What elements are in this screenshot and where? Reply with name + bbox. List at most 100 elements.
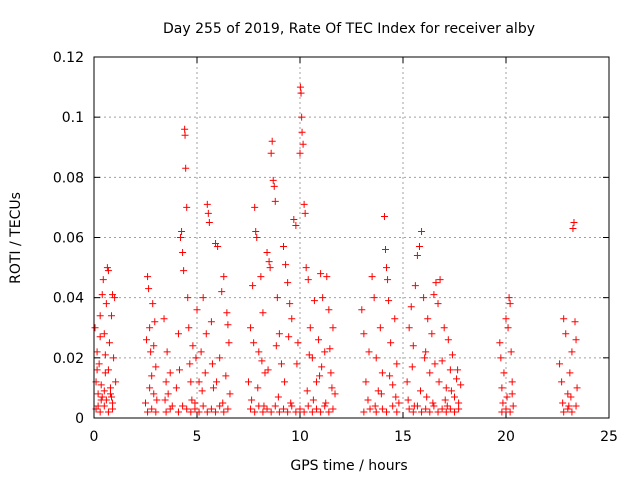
data-point	[409, 408, 417, 416]
data-point	[424, 315, 432, 323]
data-point	[199, 402, 207, 410]
data-point	[503, 393, 511, 401]
data-point	[203, 408, 211, 416]
data-point	[327, 369, 335, 377]
data-point	[569, 224, 577, 232]
data-point	[98, 291, 106, 299]
data-point	[184, 294, 192, 302]
data-point	[195, 378, 203, 386]
data-point	[191, 405, 199, 413]
data-point	[404, 396, 412, 404]
data-point	[191, 399, 199, 407]
y-axis-ticks: 0 0.02 0.04 0.06 0.08 0.1 0.12	[53, 50, 609, 427]
data-point	[498, 384, 506, 392]
data-point	[188, 396, 196, 404]
data-point	[393, 360, 401, 368]
data-point	[441, 396, 449, 404]
data-point	[175, 366, 183, 374]
data-point	[144, 408, 152, 416]
data-point	[383, 264, 391, 272]
data-points	[91, 83, 581, 416]
data-point	[109, 405, 117, 413]
data-point	[315, 336, 323, 344]
data-point	[208, 360, 216, 368]
data-point	[568, 408, 576, 416]
data-point	[316, 372, 324, 380]
y-tick-label: 0.08	[53, 170, 84, 186]
data-point	[454, 366, 462, 374]
data-point	[102, 396, 110, 404]
data-point	[455, 399, 463, 407]
data-point	[451, 408, 458, 416]
data-point	[559, 399, 567, 407]
data-point	[162, 378, 170, 386]
data-point	[192, 354, 200, 362]
data-point	[509, 402, 517, 410]
data-point	[506, 408, 514, 416]
data-point	[189, 342, 197, 350]
data-point	[411, 282, 419, 290]
data-point	[224, 405, 232, 413]
data-point	[183, 203, 191, 211]
data-point	[447, 387, 455, 395]
data-point	[164, 390, 172, 398]
data-point	[434, 408, 442, 416]
data-point	[163, 348, 171, 356]
data-point	[430, 291, 438, 299]
data-point	[368, 273, 376, 281]
data-point	[380, 212, 388, 220]
data-point	[273, 294, 281, 302]
data-point	[108, 312, 116, 320]
data-point	[185, 324, 193, 332]
data-point	[556, 360, 564, 368]
data-point	[285, 333, 293, 341]
data-point	[178, 227, 186, 235]
data-point	[392, 393, 400, 401]
data-point	[177, 234, 185, 241]
data-point	[218, 288, 226, 296]
data-point	[259, 408, 267, 416]
data-point	[204, 209, 212, 217]
data-point	[220, 408, 228, 416]
data-point	[328, 384, 336, 392]
data-point	[422, 348, 430, 356]
data-point	[251, 408, 259, 416]
data-point	[457, 381, 465, 389]
data-point	[570, 218, 578, 226]
data-point	[252, 227, 260, 235]
data-point	[304, 402, 312, 410]
data-point	[166, 369, 174, 377]
data-point	[93, 366, 101, 374]
plot-frame	[93, 56, 610, 419]
data-point	[442, 384, 450, 392]
data-point	[249, 282, 257, 290]
data-point	[362, 378, 370, 386]
data-point	[264, 366, 272, 374]
data-point	[431, 360, 439, 368]
data-point	[110, 354, 118, 362]
data-point	[104, 408, 112, 416]
data-point	[308, 354, 316, 362]
data-point	[277, 360, 285, 368]
x-axis-label: GPS time / hours	[290, 458, 407, 474]
data-point	[270, 182, 278, 190]
data-point	[453, 375, 461, 383]
data-point	[147, 348, 155, 356]
data-point	[199, 294, 207, 302]
data-point	[372, 354, 380, 362]
data-point	[438, 405, 446, 413]
data-point	[213, 378, 221, 386]
data-point	[172, 384, 180, 392]
data-point	[421, 354, 429, 362]
x-tick-label: 20	[497, 429, 515, 445]
data-point	[329, 405, 337, 413]
data-point	[298, 113, 306, 121]
x-tick-label: 5	[193, 429, 202, 445]
data-point	[186, 360, 194, 368]
data-point	[258, 357, 266, 365]
data-point	[365, 348, 373, 356]
data-point	[370, 294, 378, 302]
data-point	[502, 405, 510, 413]
data-point	[321, 402, 329, 410]
data-point	[571, 318, 579, 326]
